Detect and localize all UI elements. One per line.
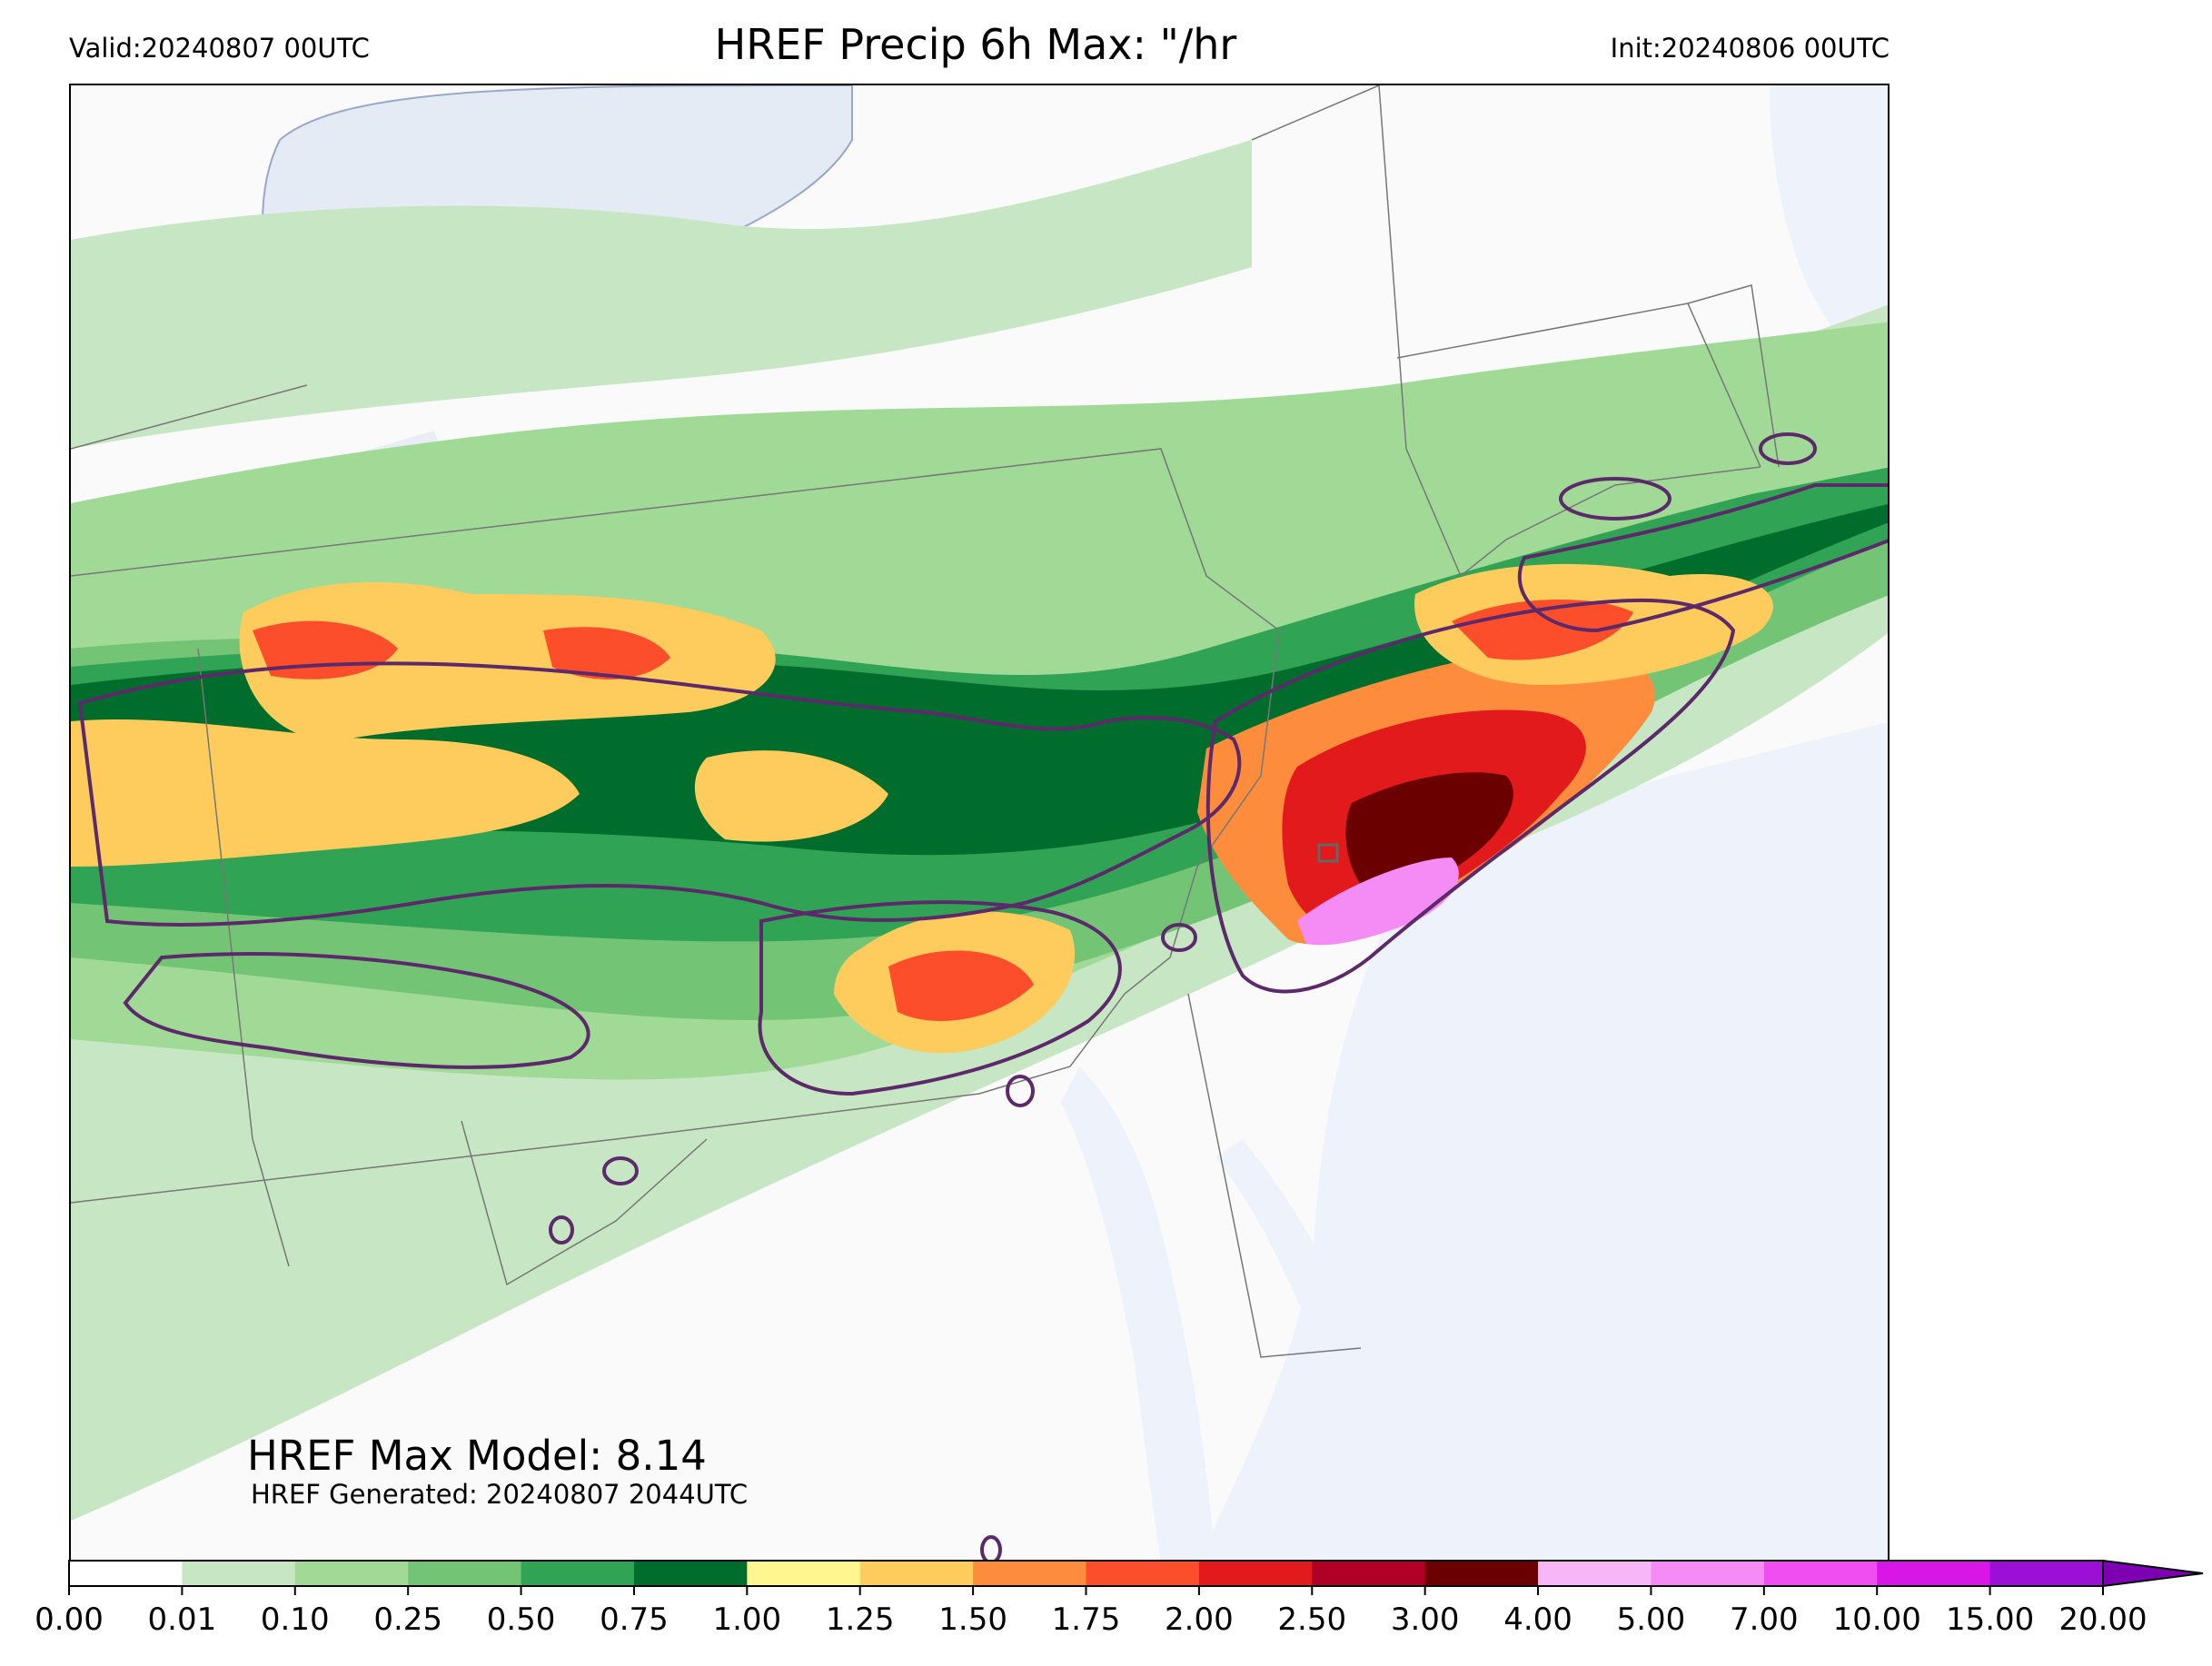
- colorbar-tick-label: 2.50: [1277, 1602, 1346, 1638]
- colorbar-tick-label: 1.00: [712, 1602, 781, 1638]
- colorbar-tick-label: 0.10: [261, 1602, 330, 1638]
- delaware-bay: [1215, 1139, 1343, 1321]
- valid-time-label: Valid:20240807 00UTC: [69, 33, 370, 64]
- precip-light-north: [71, 140, 1252, 449]
- colorbar-tick-label: 0.00: [35, 1602, 104, 1638]
- map-canvas: [71, 85, 1888, 1560]
- probability-contours: [77, 432, 1888, 1560]
- map-title: HREF Precip 6h Max: "/hr: [714, 20, 1237, 69]
- colorbar-tick-label: 5.00: [1617, 1602, 1686, 1638]
- colorbar-swatch: [973, 1561, 1086, 1586]
- colorbar-swatches: [69, 1561, 2104, 1586]
- heavy-cell-ne-red: [1452, 600, 1633, 660]
- colorbar-tick-label: 0.50: [487, 1602, 556, 1638]
- heavy-cell-east-pink: [1297, 858, 1459, 946]
- colorbar-tick-label: 0.25: [373, 1602, 442, 1638]
- colorbar: 0.00 0.01 0.10 0.25 0.50 0.75 1.00 1.25 1.50 1.75…: [35, 1559, 2204, 1638]
- colorbar-swatch: [1086, 1561, 1200, 1586]
- heavy-cell-central-1: [694, 750, 888, 842]
- colorbar-swatch: [1651, 1561, 1765, 1586]
- colorbar-swatch: [69, 1561, 183, 1586]
- colorbar-swatch: [1198, 1561, 1313, 1586]
- chesapeake-bay: [1061, 1066, 1215, 1560]
- colorbar-tick-label: 1.50: [938, 1602, 1007, 1638]
- colorbar-swatch: [408, 1561, 522, 1586]
- colorbar-tick-label: 20.00: [2058, 1602, 2147, 1638]
- heavy-cell-east-maroon: [1345, 772, 1513, 893]
- heavy-cell-south-red: [888, 950, 1034, 1021]
- colorbar-tick-label: 1.75: [1052, 1602, 1121, 1638]
- colorbar-swatch: [521, 1561, 635, 1586]
- colorbar-swatch: [1989, 1561, 2104, 1586]
- generated-time-label: HREF Generated: 20240807 2044UTC: [251, 1479, 749, 1510]
- state-borders: [71, 85, 1780, 1358]
- colorbar-swatch: [1424, 1561, 1539, 1586]
- colorbar-swatch: [747, 1561, 861, 1586]
- colorbar-swatch: [182, 1561, 296, 1586]
- colorbar-swatch: [1538, 1561, 1652, 1586]
- colorbar-swatch: [1763, 1561, 1878, 1586]
- colorbar-tick-label: 1.25: [826, 1602, 895, 1638]
- init-time-label: Init:20240806 00UTC: [1610, 33, 1890, 64]
- colorbar-tick-label: 4.00: [1503, 1602, 1572, 1638]
- colorbar-swatch: [294, 1561, 409, 1586]
- colorbar-ticks: 0.00 0.01 0.10 0.25 0.50 0.75 1.00 1.25 1.50 1.75…: [35, 1586, 2148, 1638]
- colorbar-tick-label: 3.00: [1391, 1602, 1460, 1638]
- maine-coast-water: [1770, 85, 1888, 383]
- colorbar-tick-label: 2.00: [1165, 1602, 1234, 1638]
- colorbar-tick-label: 0.01: [148, 1602, 217, 1638]
- colorbar-swatch: [1312, 1561, 1426, 1586]
- colorbar-swatch: [1877, 1561, 1991, 1586]
- colorbar-tick-label: 7.00: [1730, 1602, 1799, 1638]
- colorbar-tick-label: 10.00: [1833, 1602, 1921, 1638]
- colorbar-tick-label: 15.00: [1946, 1602, 2034, 1638]
- heavy-cell-west-2: [71, 719, 580, 867]
- ocean: [1198, 721, 1888, 1560]
- heavy-cell-west-red-2: [543, 627, 670, 679]
- heavy-cell-west-1: [239, 581, 776, 740]
- precip-map: HREF Max Model: 8.14 HREF Generated: 202…: [69, 84, 1890, 1562]
- colorbar-extend-arrow: [2102, 1559, 2204, 1588]
- max-model-label: HREF Max Model: 8.14: [247, 1432, 707, 1480]
- max-location-marker: [1317, 843, 1339, 863]
- colorbar-swatch: [859, 1561, 974, 1586]
- colorbar-tick-label: 0.75: [600, 1602, 669, 1638]
- colorbar-swatch: [633, 1561, 748, 1586]
